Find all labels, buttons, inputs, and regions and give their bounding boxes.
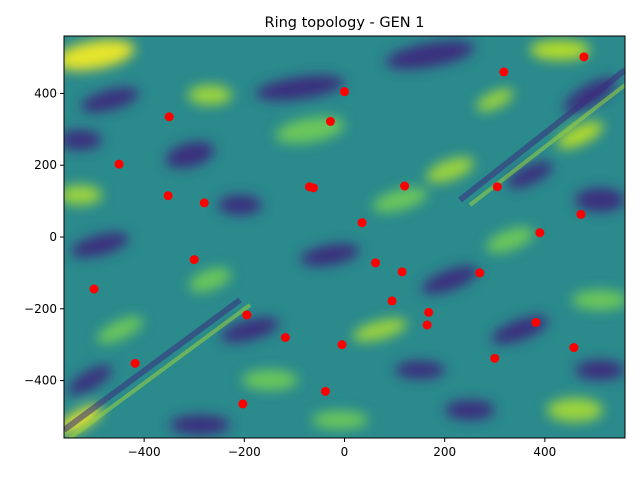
scatter-point bbox=[475, 268, 485, 278]
scatter-point bbox=[340, 87, 349, 97]
y-tick-label: −400 bbox=[24, 374, 57, 388]
chart-title: Ring topology - GEN 1 bbox=[265, 15, 425, 31]
scatter-point bbox=[397, 267, 407, 277]
y-tick-label: 400 bbox=[34, 86, 57, 100]
scatter-point bbox=[499, 67, 509, 77]
y-tick-label: 200 bbox=[34, 158, 57, 172]
scatter-point bbox=[422, 320, 432, 330]
scatter-point bbox=[357, 218, 367, 228]
x-tick-label: 400 bbox=[533, 445, 556, 459]
scatter-point bbox=[320, 386, 330, 396]
scatter-point bbox=[280, 333, 290, 342]
scatter-point bbox=[238, 399, 248, 409]
x-axis: −400 −200 0 200 400 bbox=[128, 438, 556, 459]
x-tick-label: 200 bbox=[433, 445, 456, 459]
scatter-point bbox=[308, 183, 318, 193]
scatter-point bbox=[531, 317, 541, 327]
data-points bbox=[89, 52, 589, 409]
scatter-point bbox=[189, 255, 199, 265]
y-axis: −400 −200 0 200 400 bbox=[24, 86, 64, 388]
scatter-point bbox=[325, 116, 335, 126]
scatter-point bbox=[337, 340, 347, 350]
y-tick-label: 0 bbox=[49, 230, 57, 244]
scatter-point bbox=[576, 209, 586, 219]
scatter-point bbox=[400, 181, 410, 191]
scatter-point bbox=[164, 112, 174, 122]
scatter-point bbox=[114, 159, 124, 169]
scatter-point bbox=[199, 198, 209, 208]
scatter-point bbox=[490, 353, 500, 363]
scatter-point bbox=[371, 258, 381, 268]
x-tick-label: −200 bbox=[228, 445, 261, 459]
scatter-point bbox=[569, 343, 579, 353]
scatter-point bbox=[492, 182, 502, 192]
scatter-point bbox=[130, 358, 140, 368]
scatter-point bbox=[579, 52, 589, 62]
y-tick-label: −200 bbox=[24, 302, 57, 316]
scatter-point bbox=[424, 307, 434, 317]
scatter-point bbox=[535, 228, 545, 238]
scatter-point bbox=[89, 284, 99, 294]
scatter-point bbox=[163, 191, 173, 201]
scatter-point bbox=[387, 296, 397, 306]
x-tick-label: 0 bbox=[341, 445, 349, 459]
scatter-point bbox=[242, 310, 252, 320]
contour-background bbox=[64, 36, 625, 438]
x-tick-label: −400 bbox=[128, 445, 161, 459]
